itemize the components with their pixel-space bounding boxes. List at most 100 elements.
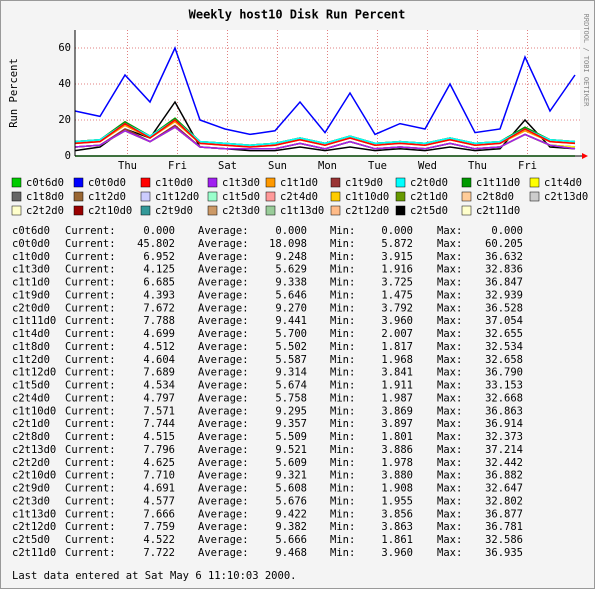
row-name: c1t11d0 <box>12 315 56 327</box>
legend-swatch <box>73 205 84 216</box>
stat-value: 1.987 <box>381 392 413 404</box>
column-label: Min: <box>330 534 355 546</box>
row-name: c2t5d0 <box>12 534 50 546</box>
stat-value: 7.722 <box>143 547 175 559</box>
legend-swatch <box>11 205 22 216</box>
column-label: Min: <box>330 367 355 379</box>
stat-value: 4.625 <box>143 457 175 469</box>
row-name: c2t13d0 <box>12 444 56 456</box>
stat-value: 60.205 <box>485 238 523 250</box>
row-name: c2t0d0 <box>12 302 50 314</box>
column-label: Max: <box>437 534 462 546</box>
column-label: Current: <box>65 289 116 301</box>
stat-value: 7.666 <box>143 508 175 520</box>
stat-value: 4.522 <box>143 534 175 546</box>
column-label: Min: <box>330 495 355 507</box>
stat-value: 2.007 <box>381 328 413 340</box>
column-label: Min: <box>330 225 355 237</box>
series-line <box>74 100 576 152</box>
legend-label: c2t10d0 <box>88 205 132 217</box>
x-tick-label: Mon <box>318 160 337 172</box>
column-label: Current: <box>65 277 116 289</box>
column-label: Min: <box>330 302 355 314</box>
stat-value: 0.000 <box>275 225 307 237</box>
legend-swatch <box>207 177 218 188</box>
stat-value: 1.916 <box>381 264 413 276</box>
row-name: c2t11d0 <box>12 547 56 559</box>
stat-value: 3.725 <box>381 277 413 289</box>
stat-value: 32.802 <box>485 495 523 507</box>
legend-label: c2t12d0 <box>345 205 389 217</box>
column-label: Max: <box>437 483 462 495</box>
column-label: Min: <box>330 444 355 456</box>
stat-value: 36.847 <box>485 277 523 289</box>
column-label: Average: <box>198 508 249 520</box>
stat-value: 36.863 <box>485 405 523 417</box>
row-name: c2t9d0 <box>12 483 50 495</box>
stat-value: 3.841 <box>381 367 413 379</box>
stat-value: 4.534 <box>143 380 175 392</box>
stat-value: 4.512 <box>143 341 175 353</box>
column-label: Average: <box>198 341 249 353</box>
legend-label: c2t3d0 <box>222 205 260 217</box>
stat-value: 1.978 <box>381 457 413 469</box>
row-name: c2t3d0 <box>12 495 50 507</box>
column-label: Max: <box>437 521 462 533</box>
column-label: Current: <box>65 392 116 404</box>
legend-label: c0t6d0 <box>26 177 64 189</box>
column-label: Average: <box>198 367 249 379</box>
stat-value: 3.792 <box>381 302 413 314</box>
column-label: Average: <box>198 431 249 443</box>
stat-value: 3.960 <box>381 315 413 327</box>
column-label: Average: <box>198 289 249 301</box>
stat-value: 18.098 <box>269 238 307 250</box>
row-name: c2t2d0 <box>12 457 50 469</box>
x-tick-label: Fri <box>168 160 187 172</box>
row-name: c2t8d0 <box>12 431 50 443</box>
stat-value: 32.647 <box>485 483 523 495</box>
column-label: Average: <box>198 238 249 250</box>
x-tick-label: Thu <box>118 160 137 172</box>
stat-value: 7.744 <box>143 418 175 430</box>
column-label: Min: <box>330 418 355 430</box>
column-label: Max: <box>437 315 462 327</box>
column-label: Average: <box>198 418 249 430</box>
legend-swatch <box>330 177 341 188</box>
column-label: Min: <box>330 521 355 533</box>
x-tick-label: Tue <box>368 160 387 172</box>
stat-value: 9.321 <box>275 470 307 482</box>
series-line <box>74 119 576 146</box>
stat-value: 5.758 <box>275 392 307 404</box>
stat-value: 1.817 <box>381 341 413 353</box>
footer: Last data entered at Sat May 6 11:10:03 … <box>12 570 296 582</box>
stat-value: 4.604 <box>143 354 175 366</box>
stat-value: 9.338 <box>275 277 307 289</box>
stat-value: 5.629 <box>275 264 307 276</box>
row-name: c1t3d0 <box>12 264 50 276</box>
stat-value: 4.699 <box>143 328 175 340</box>
row-name: c1t10d0 <box>12 405 56 417</box>
legend-swatch <box>207 205 218 216</box>
legend-label: c2t11d0 <box>476 205 520 217</box>
column-label: Min: <box>330 341 355 353</box>
column-label: Min: <box>330 354 355 366</box>
column-label: Current: <box>65 483 116 495</box>
column-label: Average: <box>198 547 249 559</box>
x-tick-label: Sun <box>268 160 287 172</box>
x-tick-label: Wed <box>418 160 437 172</box>
column-label: Max: <box>437 367 462 379</box>
stat-value: 7.571 <box>143 405 175 417</box>
column-label: Average: <box>198 264 249 276</box>
column-label: Max: <box>437 418 462 430</box>
stat-value: 0.000 <box>491 225 523 237</box>
stat-value: 32.655 <box>485 328 523 340</box>
stat-value: 6.685 <box>143 277 175 289</box>
stat-value: 9.468 <box>275 547 307 559</box>
row-name: c0t6d0 <box>12 225 50 237</box>
column-label: Max: <box>437 431 462 443</box>
row-name: c1t8d0 <box>12 341 50 353</box>
stat-value: 36.882 <box>485 470 523 482</box>
column-label: Max: <box>437 302 462 314</box>
stat-value: 0.000 <box>381 225 413 237</box>
